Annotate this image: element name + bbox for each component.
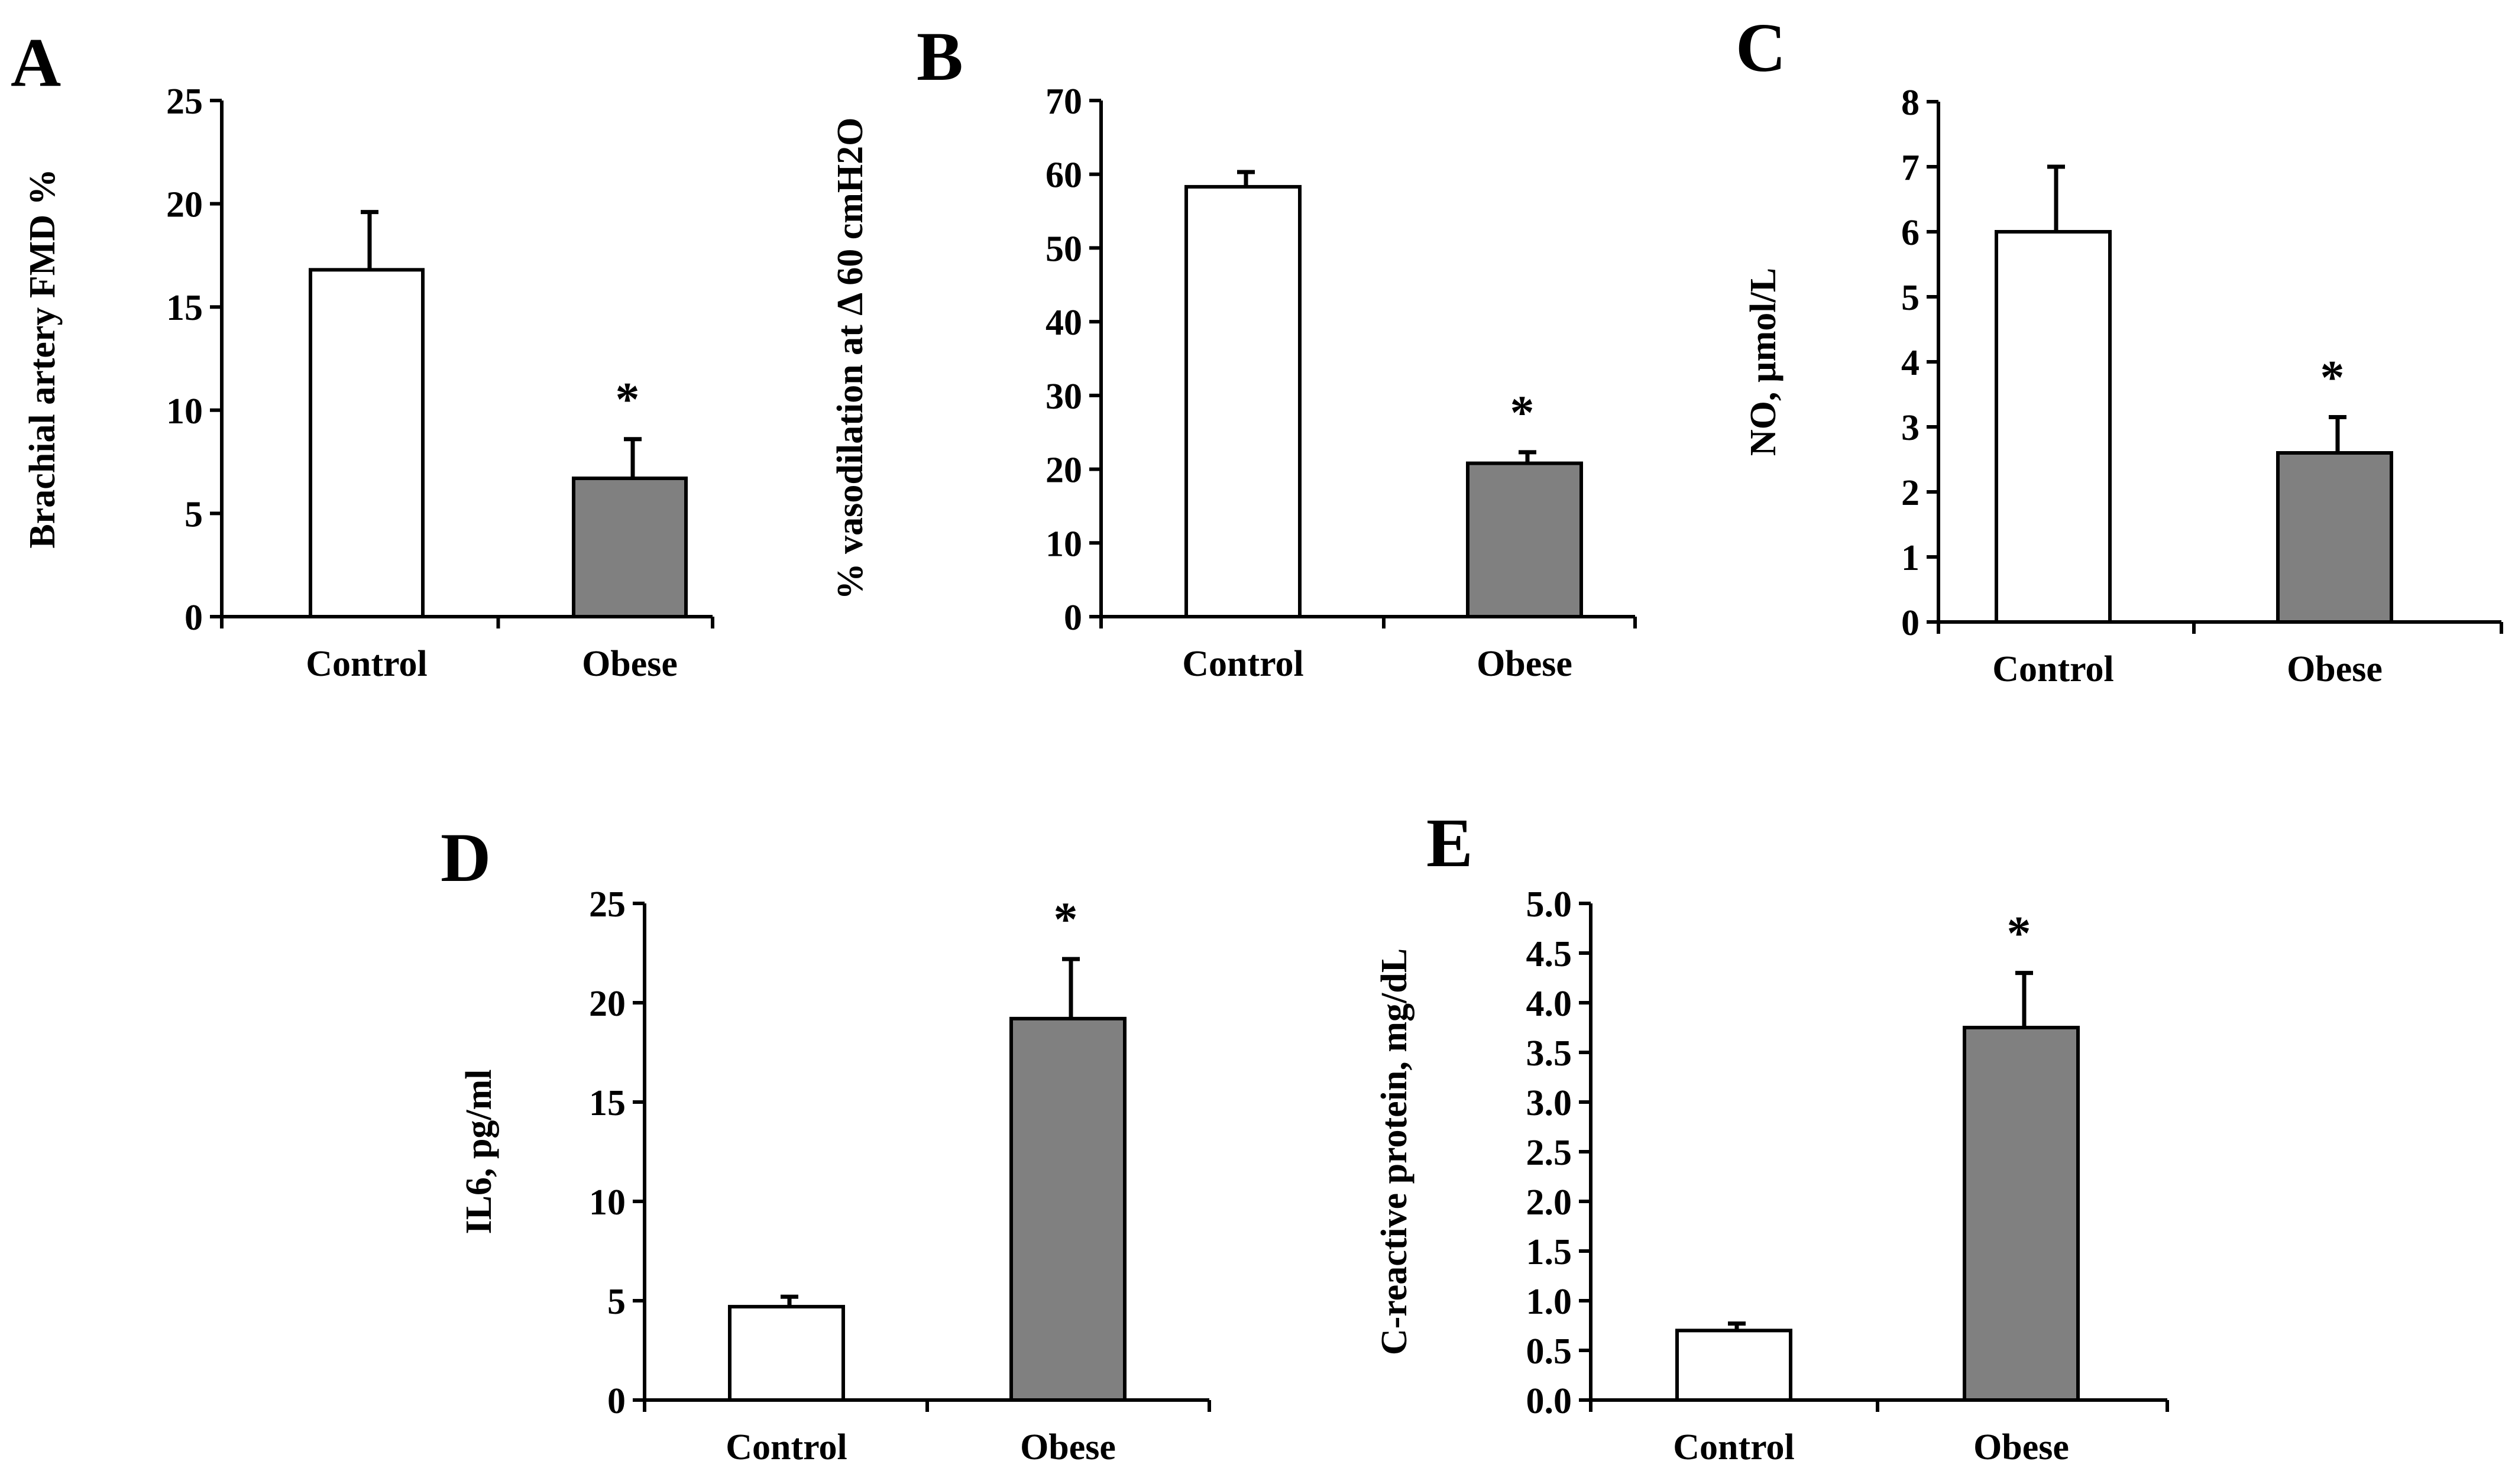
y-tick-label: 15 (589, 1083, 626, 1123)
x-tick-label: Control (1992, 649, 2114, 689)
significance-marker: * (616, 372, 640, 426)
bar-control (728, 1305, 845, 1402)
y-tick-label: 20 (1046, 451, 1082, 491)
y-axis-title: C-reactive protein, mg/dL (1374, 948, 1415, 1355)
bar-obese (1963, 1026, 2080, 1402)
y-tick-label: 25 (589, 884, 626, 925)
y-tick-label: 0 (1064, 598, 1082, 638)
y-tick-label: 5 (185, 494, 203, 534)
y-tick-label: 4 (1901, 343, 1920, 383)
y-tick-label: 0 (1901, 603, 1920, 643)
y-tick-label: 10 (589, 1182, 626, 1223)
y-tick-label: 70 (1046, 82, 1082, 122)
y-tick-label: 4.0 (1526, 984, 1572, 1024)
x-tick-label: Obese (1020, 1427, 1116, 1467)
panel-label: C (1736, 9, 1786, 86)
y-tick-label: 4.5 (1526, 934, 1572, 974)
panel-label: D (441, 819, 491, 896)
panel-a: A 0 5 10 15 20 25 Brachial artery FMD % Control O… (11, 24, 714, 684)
bar-control (1184, 184, 1302, 618)
x-tick-label: Control (306, 644, 428, 684)
y-tick-label: 5.0 (1526, 884, 1572, 925)
x-tick-label: Obese (582, 644, 678, 684)
y-tick-label: 15 (166, 288, 203, 328)
y-tick-label: 25 (166, 82, 203, 122)
y-tick-label: 1 (1901, 538, 1920, 578)
bar-control (1675, 1329, 1792, 1402)
y-tick-label: 2.5 (1526, 1133, 1572, 1173)
y-tick-label: 40 (1046, 303, 1082, 343)
y-tick-label: 60 (1046, 155, 1082, 196)
bar-control (309, 268, 425, 618)
panel-label: A (11, 24, 61, 101)
y-tick-label: 5 (1901, 278, 1920, 318)
x-tick-label: Control (1182, 644, 1304, 684)
bar-obese (1466, 461, 1583, 618)
significance-marker: * (1510, 385, 1535, 439)
bar-obese (572, 477, 688, 619)
y-tick-label: 3.5 (1526, 1033, 1572, 1074)
significance-marker: * (2007, 906, 2031, 960)
y-tick-label: 10 (1046, 524, 1082, 564)
y-tick-label: 3 (1901, 408, 1920, 448)
bar-obese (2276, 451, 2393, 624)
x-tick-label: Obese (2287, 649, 2383, 689)
significance-marker: * (2320, 351, 2345, 404)
y-axis-title: Brachial artery FMD % (22, 169, 63, 548)
y-axis-title: % vasodilation at Δ 60 cmH2O (830, 118, 870, 600)
bar-control (1995, 230, 2112, 624)
y-tick-label: 5 (607, 1282, 626, 1322)
y-tick-label: 30 (1046, 377, 1082, 417)
y-tick-label: 2 (1901, 473, 1920, 513)
y-tick-label: 0.0 (1526, 1381, 1572, 1421)
x-tick-label: Obese (1973, 1427, 2069, 1467)
bar-obese (1009, 1016, 1127, 1402)
y-tick-label: 3.0 (1526, 1083, 1572, 1123)
panel-c: C 0 1 2 3 4 5 6 7 8 NO, µmol/L Control Obese * (1736, 9, 2503, 689)
y-tick-label: 0 (607, 1381, 626, 1421)
panel-label: E (1426, 804, 1473, 882)
significance-marker: * (1054, 892, 1078, 946)
y-tick-label: 2.0 (1526, 1182, 1572, 1223)
panel-d: D 0 5 10 15 20 25 IL6, pg/ml Control Obese * (441, 819, 1211, 1467)
x-tick-label: Obese (1477, 644, 1572, 684)
y-tick-label: 20 (166, 185, 203, 225)
x-tick-label: Control (1673, 1427, 1795, 1467)
y-tick-label: 0 (185, 598, 203, 638)
y-tick-label: 20 (589, 984, 626, 1024)
y-tick-label: 6 (1901, 213, 1920, 253)
x-tick-label: Control (726, 1427, 847, 1467)
panel-b: B 0 10 20 30 40 50 60 70 % vasodilation at Δ 60 c… (830, 18, 1637, 684)
y-tick-label: 0.5 (1526, 1331, 1572, 1372)
y-tick-label: 10 (166, 391, 203, 432)
y-tick-label: 1.5 (1526, 1232, 1572, 1272)
y-axis-title: IL6, pg/ml (459, 1069, 499, 1234)
panel-e: E 0.0 0.5 1.0 1.5 2.0 2.5 3.0 3.5 4.0 4.5 5.0 C-reac… (1374, 804, 2169, 1467)
y-tick-label: 8 (1901, 83, 1920, 123)
panel-label: B (917, 18, 963, 95)
y-tick-label: 7 (1901, 148, 1920, 188)
y-axis-title: NO, µmol/L (1743, 268, 1784, 456)
y-tick-label: 50 (1046, 229, 1082, 269)
y-tick-label: 1.0 (1526, 1282, 1572, 1322)
